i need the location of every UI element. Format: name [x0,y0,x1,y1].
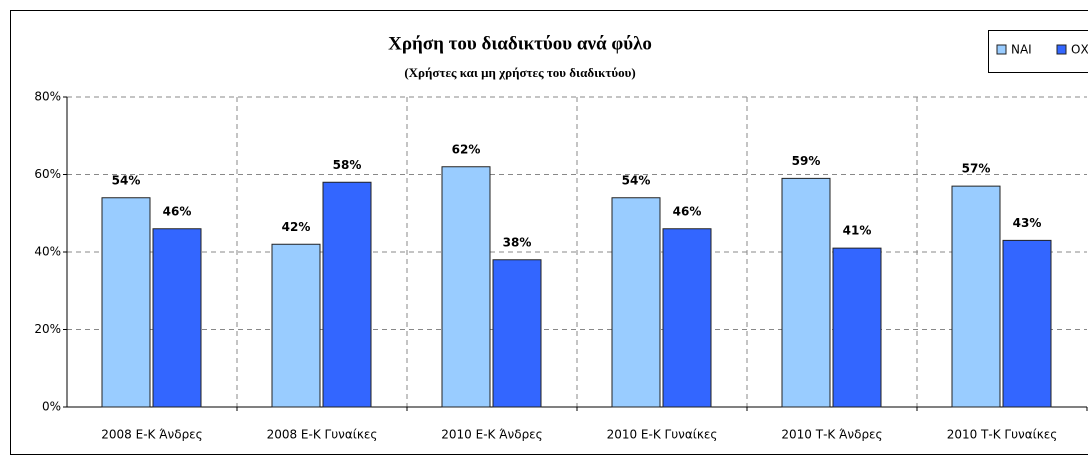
value-label: 43% [1013,216,1042,230]
x-tick-label: 2010 Τ-Κ Άνδρες [781,428,882,442]
value-label: 62% [452,142,481,156]
x-tick-label: 2010 Ε-Κ Γυναίκες [607,428,718,442]
value-label: 46% [673,204,702,218]
x-tick-label: 2008 Ε-Κ Άνδρες [101,428,202,442]
legend-label: ΝΑΙ [1011,43,1032,57]
bar [271,243,321,408]
value-label: 41% [843,224,872,238]
y-tick-label: 0% [42,400,61,414]
y-tick-label: 60% [34,167,61,181]
bar [492,259,542,408]
bar [832,247,882,408]
bar [611,197,661,408]
value-label: 46% [163,204,192,218]
x-tick-label: 2010 Τ-Κ Γυναίκες [947,428,1058,442]
legend-swatch [996,44,1007,55]
chart-title: Χρήση του διαδικτύου ανά φύλο [388,33,652,54]
value-label: 38% [503,235,532,249]
value-label: 58% [333,158,362,172]
bar [662,228,712,408]
bar [101,197,151,408]
value-label: 59% [792,154,821,168]
y-tick-label: 40% [34,245,61,259]
y-tick-label: 80% [34,90,61,104]
chart-subtitle: (Χρήστες και μη χρήστες του διαδικτύου) [404,65,635,80]
legend-label: ΟΧΙ [1071,43,1088,57]
y-tick-label: 20% [34,322,61,336]
bar [951,185,1001,408]
bar [152,228,202,408]
legend-swatch [1056,44,1067,55]
x-tick-label: 2010 Ε-Κ Άνδρες [441,428,542,442]
value-label: 54% [622,173,651,187]
bar [322,181,372,408]
bar [441,166,491,408]
bar [781,177,831,408]
x-tick-label: 2008 Ε-Κ Γυναίκες [267,428,378,442]
value-label: 57% [962,162,991,176]
bar [1002,239,1052,408]
value-label: 42% [282,220,311,234]
value-label: 54% [112,173,141,187]
